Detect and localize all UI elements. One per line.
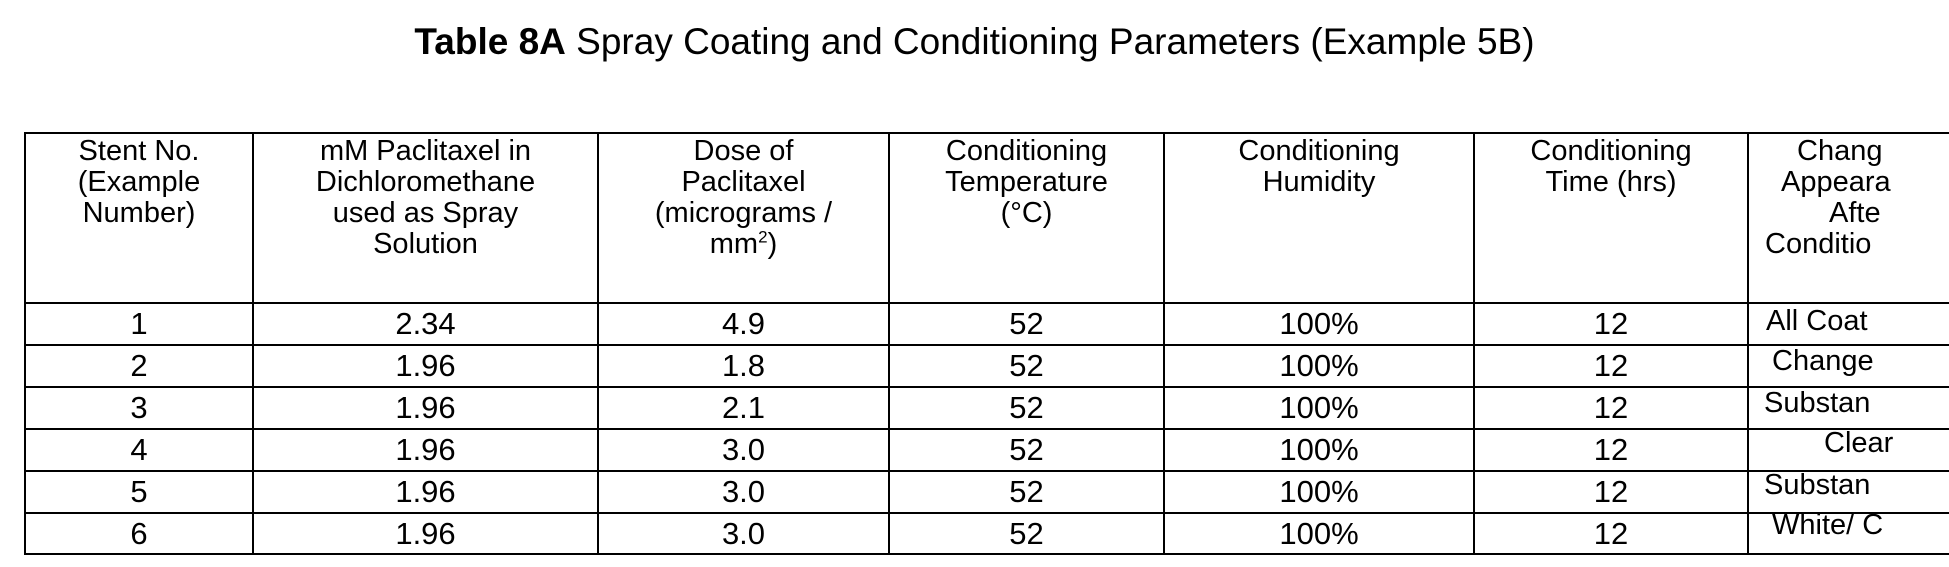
header-line: mM Paclitaxel in <box>319 136 532 167</box>
table-col-rule <box>252 132 254 555</box>
table-col-rule <box>597 132 599 555</box>
cell-stent: 5 <box>130 474 148 509</box>
header-line: Paclitaxel <box>681 166 806 198</box>
appearance-text: All Coat <box>1766 306 1868 337</box>
cell-temperature: 52 <box>1009 348 1044 383</box>
appearance-text: Clear <box>1824 428 1894 459</box>
cell-stent: 6 <box>130 516 148 551</box>
header-line: Dose of <box>693 136 794 167</box>
header-line: Afte <box>1829 197 1881 229</box>
header-unit-close: ) <box>767 228 778 260</box>
cell-time: 12 <box>1593 474 1629 509</box>
header-line: Humidity <box>1262 166 1376 198</box>
table-col-rule <box>1473 132 1475 555</box>
header-stent-no: Stent No. (Example Number) <box>26 136 252 296</box>
cell-dose: 1.8 <box>721 348 766 383</box>
appearance-text: Substan <box>1764 388 1871 419</box>
cell-humidity: 100% <box>1279 348 1359 383</box>
cell-stent: 2 <box>130 348 148 383</box>
cell-mm: 1.96 <box>395 516 456 551</box>
cell-mm: 2.34 <box>395 306 456 341</box>
cell-humidity: 100% <box>1279 432 1359 467</box>
table-rule-top <box>24 132 1949 134</box>
header-line-unit: mm2) <box>599 227 888 260</box>
cell-dose: 3.0 <box>721 516 766 551</box>
appearance-text: White/ C <box>1772 510 1884 541</box>
cell-time: 12 <box>1593 432 1629 467</box>
header-unit: mm <box>709 228 759 260</box>
cell-temperature: 52 <box>1009 432 1044 467</box>
cell-mm: 1.96 <box>395 348 456 383</box>
table-title: Table 8A Spray Coating and Conditioning … <box>0 20 1949 64</box>
header-line: (micrograms / <box>654 197 833 229</box>
table-rule-row <box>24 428 1949 430</box>
cell-time: 12 <box>1593 306 1629 341</box>
header-temperature: Conditioning Temperature (°C) <box>890 136 1163 296</box>
cell-stent: 1 <box>130 306 148 341</box>
header-line: Conditioning <box>1530 136 1692 167</box>
header-appearance: Chang Appeara Afte Conditio <box>1749 136 1949 296</box>
cell-temperature: 52 <box>1009 306 1044 341</box>
header-line: Appeara <box>1781 166 1891 198</box>
appearance-text: Change <box>1772 346 1874 377</box>
cell-humidity: 100% <box>1279 390 1359 425</box>
cell-mm: 1.96 <box>395 474 456 509</box>
cell-humidity: 100% <box>1279 306 1359 341</box>
table-caption: Spray Coating and Conditioning Parameter… <box>565 21 1535 62</box>
header-line: Time (hrs) <box>1545 166 1677 198</box>
header-line: (Example <box>77 166 201 198</box>
table-number: Table 8A <box>414 21 566 62</box>
header-unit-exponent: 2 <box>758 227 768 247</box>
cell-mm: 1.96 <box>395 390 456 425</box>
header-line: used as Spray <box>332 197 519 229</box>
cell-stent: 4 <box>130 432 148 467</box>
table-col-rule <box>1163 132 1165 555</box>
header-line: Dichloromethane <box>315 166 536 198</box>
header-line: Solution <box>373 228 478 260</box>
header-dose: Dose of Paclitaxel (micrograms / mm2) <box>599 136 888 296</box>
header-line: Conditioning <box>945 136 1108 167</box>
cell-temperature: 52 <box>1009 390 1044 425</box>
cell-humidity: 100% <box>1279 516 1359 551</box>
cell-dose: 3.0 <box>721 432 766 467</box>
header-mm-paclitaxel: mM Paclitaxel in Dichloromethane used as… <box>254 136 597 296</box>
header-line: Conditioning <box>1238 136 1400 167</box>
header-line: Stent No. <box>78 136 200 167</box>
cell-stent: 3 <box>130 390 148 425</box>
table-rule-row <box>24 512 1949 514</box>
cell-temperature: 52 <box>1009 474 1044 509</box>
cell-time: 12 <box>1593 348 1629 383</box>
table-rule-header <box>24 302 1949 304</box>
header-line: Chang <box>1797 136 1883 167</box>
cell-time: 12 <box>1593 516 1629 551</box>
header-line: Temperature <box>945 166 1108 198</box>
table-rule-bottom <box>24 553 1949 555</box>
header-time: Conditioning Time (hrs) <box>1475 136 1747 296</box>
cell-dose: 4.9 <box>721 306 766 341</box>
table-rule-row <box>24 386 1949 388</box>
appearance-text: Substan <box>1764 470 1871 501</box>
cell-time: 12 <box>1593 390 1629 425</box>
table-rule-row <box>24 470 1949 472</box>
header-line: Number) <box>82 197 196 229</box>
cell-mm: 1.96 <box>395 432 456 467</box>
cell-dose: 3.0 <box>721 474 766 509</box>
table-rule-row <box>24 344 1949 346</box>
header-line: (°C) <box>1000 197 1053 229</box>
cell-humidity: 100% <box>1279 474 1359 509</box>
header-humidity: Conditioning Humidity <box>1165 136 1473 296</box>
cell-dose: 2.1 <box>721 390 766 425</box>
table-col-rule <box>1747 132 1749 555</box>
header-line: Conditio <box>1765 228 1872 260</box>
cell-temperature: 52 <box>1009 516 1044 551</box>
table-col-rule <box>24 132 26 555</box>
table-col-rule <box>888 132 890 555</box>
